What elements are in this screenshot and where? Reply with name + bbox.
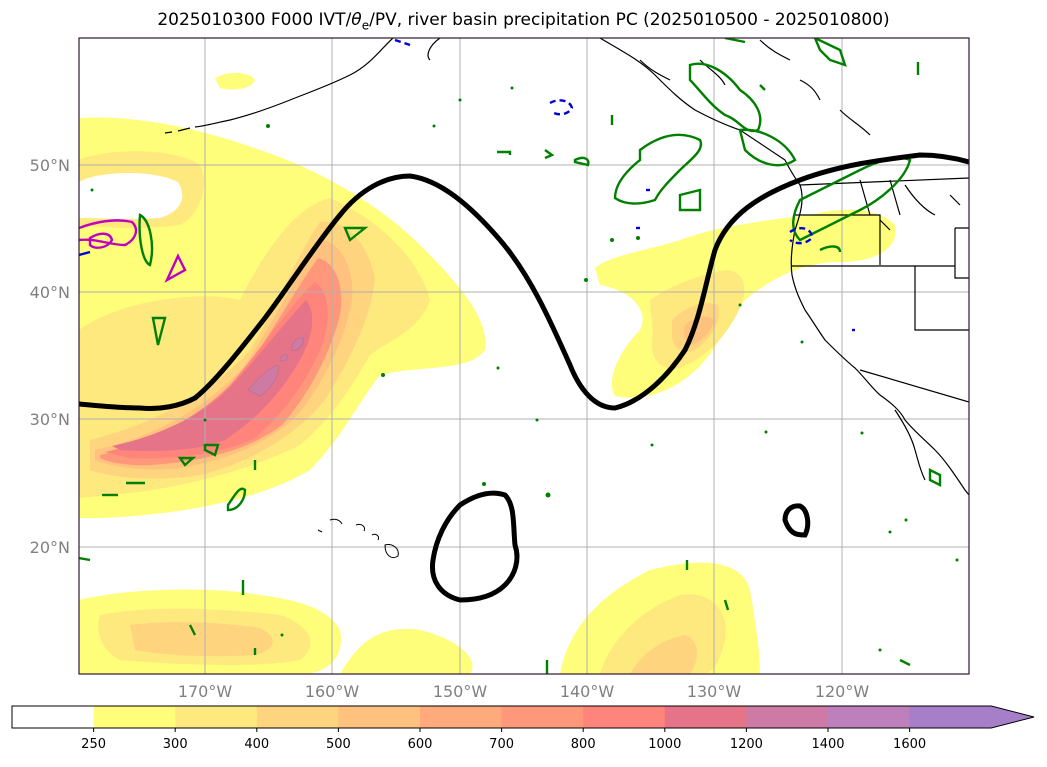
negative-contours <box>79 38 855 332</box>
colorbar-segment <box>828 706 911 728</box>
lon-labels: 170°W 160°W 150°W 140°W 130°W 120°W <box>178 682 870 701</box>
colorbar-segment <box>746 706 829 728</box>
colorbar-segment <box>175 706 258 728</box>
lon-label-140w: 140°W <box>560 682 615 701</box>
ivt-threshold-contour <box>79 152 969 603</box>
colorbar-tick-label: 500 <box>326 737 351 752</box>
lon-label-170w: 170°W <box>178 682 233 701</box>
graticule <box>79 38 969 674</box>
hawaii-islands <box>317 518 399 559</box>
coastlines <box>164 38 969 496</box>
lon-label-130w: 130°W <box>687 682 742 701</box>
lat-label-50n: 50°N <box>30 156 70 175</box>
colorbar: 250 300 400 500 600 700 800 1000 1200 1400 1600 <box>11 705 1035 752</box>
colorbar-tick-label: 300 <box>163 737 188 752</box>
colorbar-segment <box>12 706 95 728</box>
colorbar-segment <box>501 706 584 728</box>
colorbar-tick-label: 1400 <box>811 737 844 752</box>
colorbar-tick-label: 400 <box>244 737 269 752</box>
lon-label-120w: 120°W <box>815 682 870 701</box>
title-suffix: /PV, river basin precipitation PC (20250… <box>369 10 890 30</box>
title-prefix: 2025010300 F000 IVT/ <box>157 10 352 30</box>
theta-e-contours <box>79 219 187 283</box>
colorbar-segment <box>583 706 666 728</box>
colorbar-segment <box>256 706 339 728</box>
map-plot-area <box>79 38 969 674</box>
colorbar-tick-label: 700 <box>489 737 514 752</box>
colorbar-tick-label: 600 <box>408 737 433 752</box>
colorbar-tick-label: 250 <box>81 737 106 752</box>
colorbar-tick-label: 1200 <box>730 737 763 752</box>
title-theta: θ <box>351 10 362 30</box>
map-frame <box>78 37 970 675</box>
lat-labels: 50°N 40°N 30°N 20°N <box>30 156 70 557</box>
colorbar-tick-label: 1600 <box>893 737 926 752</box>
title-theta-subscript: e <box>361 18 370 33</box>
lon-label-160w: 160°W <box>305 682 360 701</box>
colorbar-segment <box>420 706 503 728</box>
colorbar-extend-arrow <box>909 706 1034 728</box>
lon-label-150w: 150°W <box>433 682 488 701</box>
colorbar-segment <box>664 706 747 728</box>
lat-label-30n: 30°N <box>30 410 70 429</box>
lat-label-20n: 20°N <box>30 538 70 557</box>
pv-speckles <box>90 86 959 652</box>
map-title: 2025010300 F000 IVT/θe/PV, river basin p… <box>0 10 1047 32</box>
pv-contours <box>79 38 942 674</box>
colorbar-tick-label: 800 <box>571 737 596 752</box>
colorbar-segment <box>338 706 421 728</box>
colorbar-segment <box>93 706 176 728</box>
colorbar-tick-label: 1000 <box>648 737 681 752</box>
colorbar-outline <box>11 705 1035 729</box>
lat-label-40n: 40°N <box>30 283 70 302</box>
ivt-shading <box>79 72 896 674</box>
